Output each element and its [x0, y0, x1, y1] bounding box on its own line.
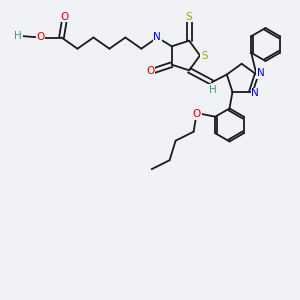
Text: S: S [186, 12, 193, 22]
Text: N: N [257, 68, 265, 78]
Text: N: N [251, 88, 259, 98]
Text: O: O [193, 109, 201, 119]
Text: O: O [146, 66, 154, 76]
Text: O: O [36, 32, 45, 43]
Text: H: H [14, 31, 22, 41]
Text: S: S [201, 50, 208, 61]
Text: H: H [209, 85, 217, 95]
Text: N: N [154, 32, 161, 43]
Text: O: O [60, 11, 69, 22]
